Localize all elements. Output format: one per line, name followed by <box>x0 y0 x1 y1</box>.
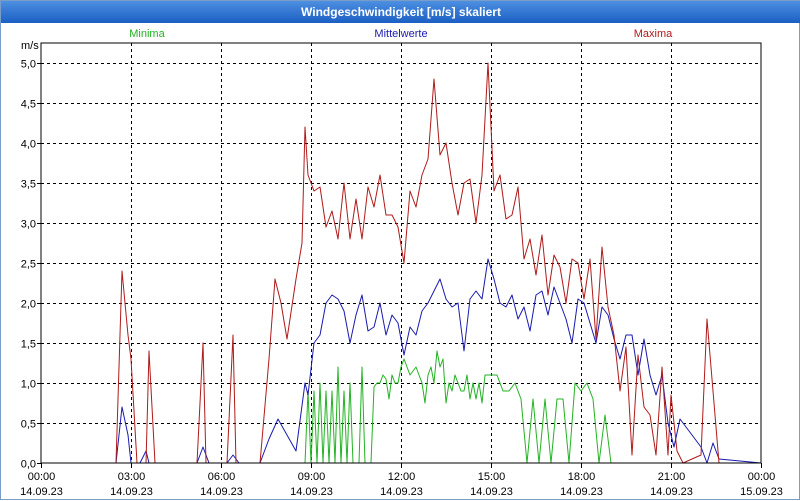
x-tick-time: 15:00 <box>478 471 506 483</box>
y-tick-label: 1,0 <box>21 379 36 391</box>
series-line-minima <box>41 350 761 464</box>
x-tick-time: 09:00 <box>298 471 326 483</box>
x-tick-time: 21:00 <box>658 471 686 483</box>
x-tick-date: 14.09.23 <box>650 486 693 498</box>
legend-minima: Minima <box>129 28 165 40</box>
y-tick-label: 4,0 <box>21 139 36 151</box>
x-tick-date: 14.09.23 <box>560 486 603 498</box>
y-axis-label: m/s <box>21 40 39 52</box>
series-line-maxima <box>41 62 761 464</box>
x-tick-time: 18:00 <box>568 471 596 483</box>
y-tick-label: 0,5 <box>21 419 36 431</box>
y-tick-label: 2,5 <box>21 259 36 271</box>
legend-mittelwerte: Mittelwerte <box>374 28 427 40</box>
x-tick-time: 03:00 <box>118 471 146 483</box>
grid-lines <box>41 43 761 463</box>
y-tick-label: 0,0 <box>21 459 36 471</box>
x-tick-date: 14.09.23 <box>200 486 243 498</box>
y-tick-label: 2,0 <box>21 299 36 311</box>
chart-plot: 0,0 0,5 1,0 1,5 2,0 2,5 3,0 3,5 4,0 4,5 5,0 00:00 14… <box>20 28 783 499</box>
x-tick-date: 14.09.23 <box>290 486 333 498</box>
x-tick-time: 00:00 <box>28 471 56 483</box>
x-tick-date: 15.09.23 <box>740 486 783 498</box>
x-tick-time: 00:00 <box>748 471 776 483</box>
x-tick-date: 14.09.23 <box>20 486 63 498</box>
legend: Minima Mittelwerte Maxima <box>129 28 673 40</box>
y-tick-label: 3,0 <box>21 219 36 231</box>
x-tick-date: 14.09.23 <box>110 486 153 498</box>
x-tick-date: 14.09.23 <box>470 486 513 498</box>
x-tick-time: 12:00 <box>388 471 416 483</box>
y-tick-label: 3,5 <box>21 179 36 191</box>
chart-title: Windgeschwindigkeit [m/s] skaliert <box>1 1 800 23</box>
y-tick-label: 5,0 <box>21 59 36 71</box>
legend-maxima: Maxima <box>634 28 673 40</box>
axis-ticks: 0,0 0,5 1,0 1,5 2,0 2,5 3,0 3,5 4,0 4,5 5,0 00:00 14… <box>20 59 783 499</box>
y-tick-label: 4,5 <box>21 99 36 111</box>
x-tick-time: 06:00 <box>208 471 236 483</box>
x-tick-date: 14.09.23 <box>380 486 423 498</box>
y-tick-label: 1,5 <box>21 339 36 351</box>
